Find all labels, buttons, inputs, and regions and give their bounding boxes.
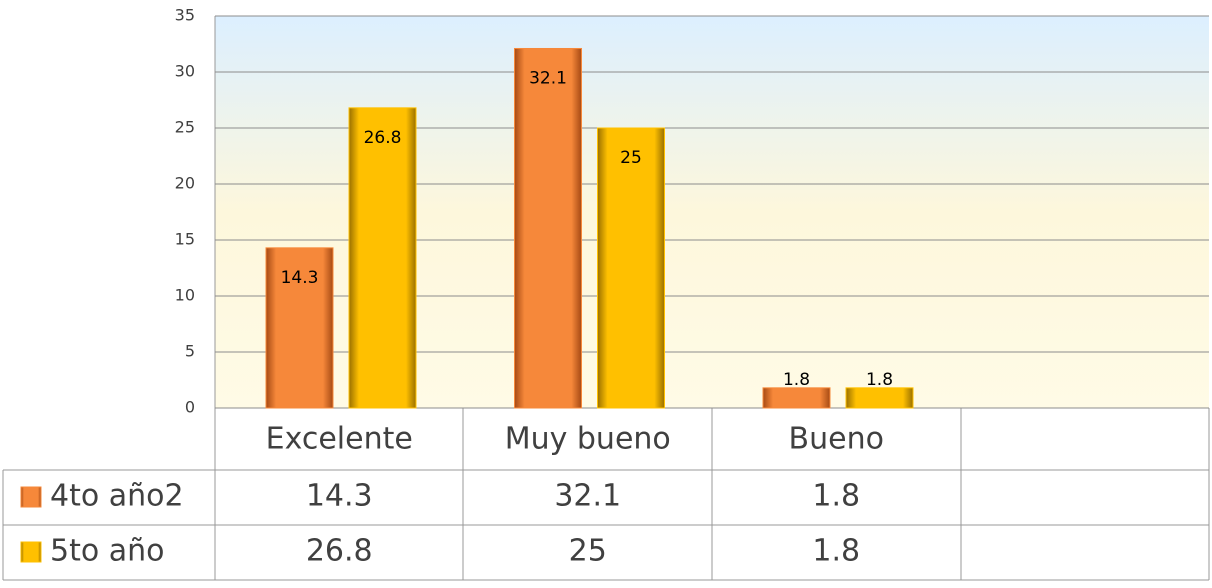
y-tick-label: 5 (185, 342, 195, 361)
x-tick-label: Excelente (266, 422, 413, 457)
data-label: 1.8 (783, 370, 810, 390)
data-label: 32.1 (529, 68, 567, 88)
x-tick-label: Muy bueno (505, 422, 671, 457)
table-value: 14.3 (306, 479, 373, 514)
bar (348, 107, 417, 409)
y-tick-label: 25 (175, 118, 195, 137)
bar (265, 247, 334, 409)
y-tick-label: 15 (175, 230, 195, 249)
table-value: 1.8 (812, 479, 860, 514)
table-value: 26.8 (306, 534, 373, 569)
y-tick-label: 10 (175, 286, 195, 305)
y-tick-label: 20 (175, 174, 195, 193)
x-tick-label: Bueno (789, 422, 884, 457)
data-label: 25 (620, 148, 642, 168)
y-tick-label: 30 (175, 62, 195, 81)
bar (762, 387, 831, 409)
data-label: 26.8 (364, 128, 402, 148)
legend-key (20, 541, 42, 563)
bar (845, 387, 914, 409)
legend-key (20, 486, 42, 508)
y-tick-label: 35 (175, 6, 195, 25)
data-label: 1.8 (866, 370, 893, 390)
table-value: 32.1 (554, 479, 621, 514)
table-value: 1.8 (812, 534, 860, 569)
table-value: 25 (569, 534, 607, 569)
bar (514, 47, 582, 409)
y-tick-label: 0 (185, 398, 195, 417)
data-label: 14.3 (281, 268, 319, 288)
legend-label: 5to año (50, 534, 165, 569)
legend-label: 4to año2 (50, 479, 184, 514)
bar (597, 127, 665, 409)
